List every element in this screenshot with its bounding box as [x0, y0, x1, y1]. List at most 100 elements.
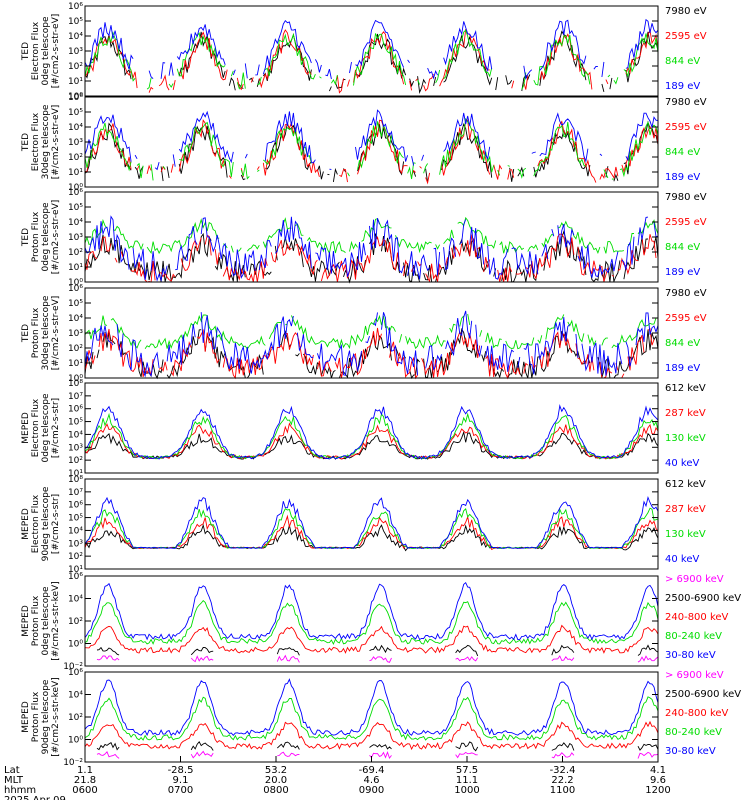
x-tick-lat: -28.5: [168, 765, 194, 776]
legend-entry: 612 keV: [665, 479, 706, 490]
y-tick-label: 10⁶: [68, 284, 83, 294]
series-trace: [84, 678, 659, 737]
x-row-label: MLT: [4, 775, 24, 786]
legend-entry: 287 keV: [665, 504, 706, 515]
x-tick-hhmm: 0600: [72, 785, 97, 796]
series-trace: [84, 119, 659, 185]
y-tick-label: 10⁵: [68, 514, 83, 524]
legend-entry: 189 eV: [665, 172, 700, 183]
y-axis-label-line: 0deg telescope: [41, 202, 51, 272]
x-tick-mlt: 21.8: [74, 775, 96, 786]
y-axis-label-line: TED: [21, 42, 31, 61]
y-tick-label: 10³: [68, 443, 83, 453]
legend-entry: 80-240 keV: [665, 727, 722, 738]
legend-entry: 240-800 keV: [665, 612, 729, 623]
y-axis-label-line: [#/cm2-s-str-eV]: [51, 296, 61, 371]
legend-entry: 2500-6900 keV: [665, 593, 741, 604]
y-tick-label: 10¹: [68, 469, 83, 479]
y-tick-label: 10²: [68, 248, 83, 258]
y-axis-label-line: Electron Flux: [31, 494, 41, 553]
legend-entry: 844 eV: [665, 338, 700, 349]
y-axis-label-line: [#/cm2-s-str-eV]: [51, 14, 61, 89]
y-axis-label: TED Proton Flux 0deg telescope [#/cm2-s-str…: [21, 200, 61, 275]
legend-entry: 2595 eV: [665, 217, 707, 228]
y-axis-label: MEPED Electron Flux 0deg telescope [#/cm2-s…: [21, 393, 61, 463]
y-tick-label: 10⁻²: [63, 662, 83, 672]
y-axis-label: TED Proton Flux 30deg telescope [#/cm2-s-st…: [21, 295, 61, 370]
series-trace: [84, 496, 659, 549]
y-tick-label: 10⁷: [68, 488, 83, 498]
legend-entry: 7980 eV: [665, 97, 707, 108]
y-tick-label: 10⁰: [68, 374, 83, 384]
series-trace: [84, 28, 659, 94]
series-trace: [84, 117, 659, 181]
series-trace: [96, 654, 659, 663]
series-trace: [96, 644, 659, 657]
legend-entry: 2595 eV: [665, 31, 707, 42]
series-trace: [84, 422, 659, 460]
y-tick-label: 10⁴: [68, 691, 83, 701]
series-trace: [84, 215, 659, 282]
y-tick-label: 10⁴: [68, 314, 83, 324]
legend-entry: > 6900 keV: [665, 574, 724, 585]
panel-frame: [84, 478, 659, 570]
y-tick-label: 10⁴: [68, 32, 83, 42]
legend-entry: 30-80 keV: [665, 650, 716, 661]
y-axis-label-line: TED: [21, 228, 31, 247]
y-axis-label-line: Proton Flux: [31, 691, 41, 742]
series-trace: [84, 310, 659, 378]
y-tick-label: 10⁴: [68, 526, 83, 536]
y-tick-label: 10⁶: [68, 188, 83, 198]
series-trace: [96, 750, 659, 760]
y-axis-label-line: [#/cm2-s-str-eV]: [51, 105, 61, 180]
y-axis-label-line: [#/cm2-s-str]: [51, 494, 61, 554]
y-axis-label-line: TED: [21, 324, 31, 343]
y-tick-label: 10²: [68, 617, 83, 627]
y-tick-label: 10⁶: [68, 405, 83, 415]
series-trace: [84, 412, 659, 460]
y-tick-label: 10¹: [68, 168, 83, 178]
y-axis-label-line: [#/cm2-s-str-eV]: [51, 200, 61, 275]
x-tick-mlt: 20.0: [265, 775, 287, 786]
legend-entry: 844 eV: [665, 147, 700, 158]
y-tick-label: 10⁶: [68, 572, 83, 582]
y-axis-label-line: Proton Flux: [31, 211, 41, 262]
series-trace: [84, 523, 659, 552]
legend-entry: 130 keV: [665, 433, 706, 444]
y-axis-label: TED Electron Flux 0deg telescope [#/cm2-s-s…: [21, 14, 61, 89]
y-axis-label-line: 0deg telescope: [41, 586, 51, 656]
series-trace: [84, 514, 659, 551]
y-tick-label: 10⁻²: [63, 758, 83, 768]
x-tick-lat: 57.5: [456, 765, 478, 776]
y-tick-label: 10²: [68, 713, 83, 723]
y-tick-label: 10²: [68, 552, 83, 562]
y-axis-label-line: Electron Flux: [31, 112, 41, 171]
y-tick-label: 10²: [68, 344, 83, 354]
y-axis-label-line: MEPED: [21, 508, 31, 540]
y-axis-label-line: [#/cm2-s-str-keV]: [51, 581, 61, 660]
x-tick-hhmm: 1100: [550, 785, 575, 796]
panel-frame: [84, 671, 659, 763]
y-tick-label: 10⁴: [68, 595, 83, 605]
legend-entry: 240-800 keV: [665, 708, 729, 719]
y-axis-label-line: 30deg telescope: [41, 295, 51, 370]
y-axis-label-line: MEPED: [21, 605, 31, 637]
y-axis-label-line: Electron Flux: [31, 21, 41, 80]
x-tick-lat: 53.2: [265, 765, 287, 776]
y-axis-label-line: 0deg telescope: [41, 393, 51, 463]
y-tick-label: 10¹: [68, 263, 83, 273]
series-trace: [84, 581, 659, 641]
x-tick-hhmm: 1200: [645, 785, 670, 796]
y-tick-label: 10⁵: [68, 17, 83, 27]
y-axis-label-line: [#/cm2-s-str]: [51, 398, 61, 458]
y-tick-label: 10⁵: [68, 108, 83, 118]
legend-entry: 2595 eV: [665, 313, 707, 324]
y-axis-label-line: MEPED: [21, 701, 31, 733]
x-tick-hhmm: 1000: [454, 785, 479, 796]
legend-entry: 844 eV: [665, 56, 700, 67]
y-tick-label: 10⁶: [68, 668, 83, 678]
series-trace: [84, 720, 659, 751]
series-trace: [84, 599, 659, 646]
